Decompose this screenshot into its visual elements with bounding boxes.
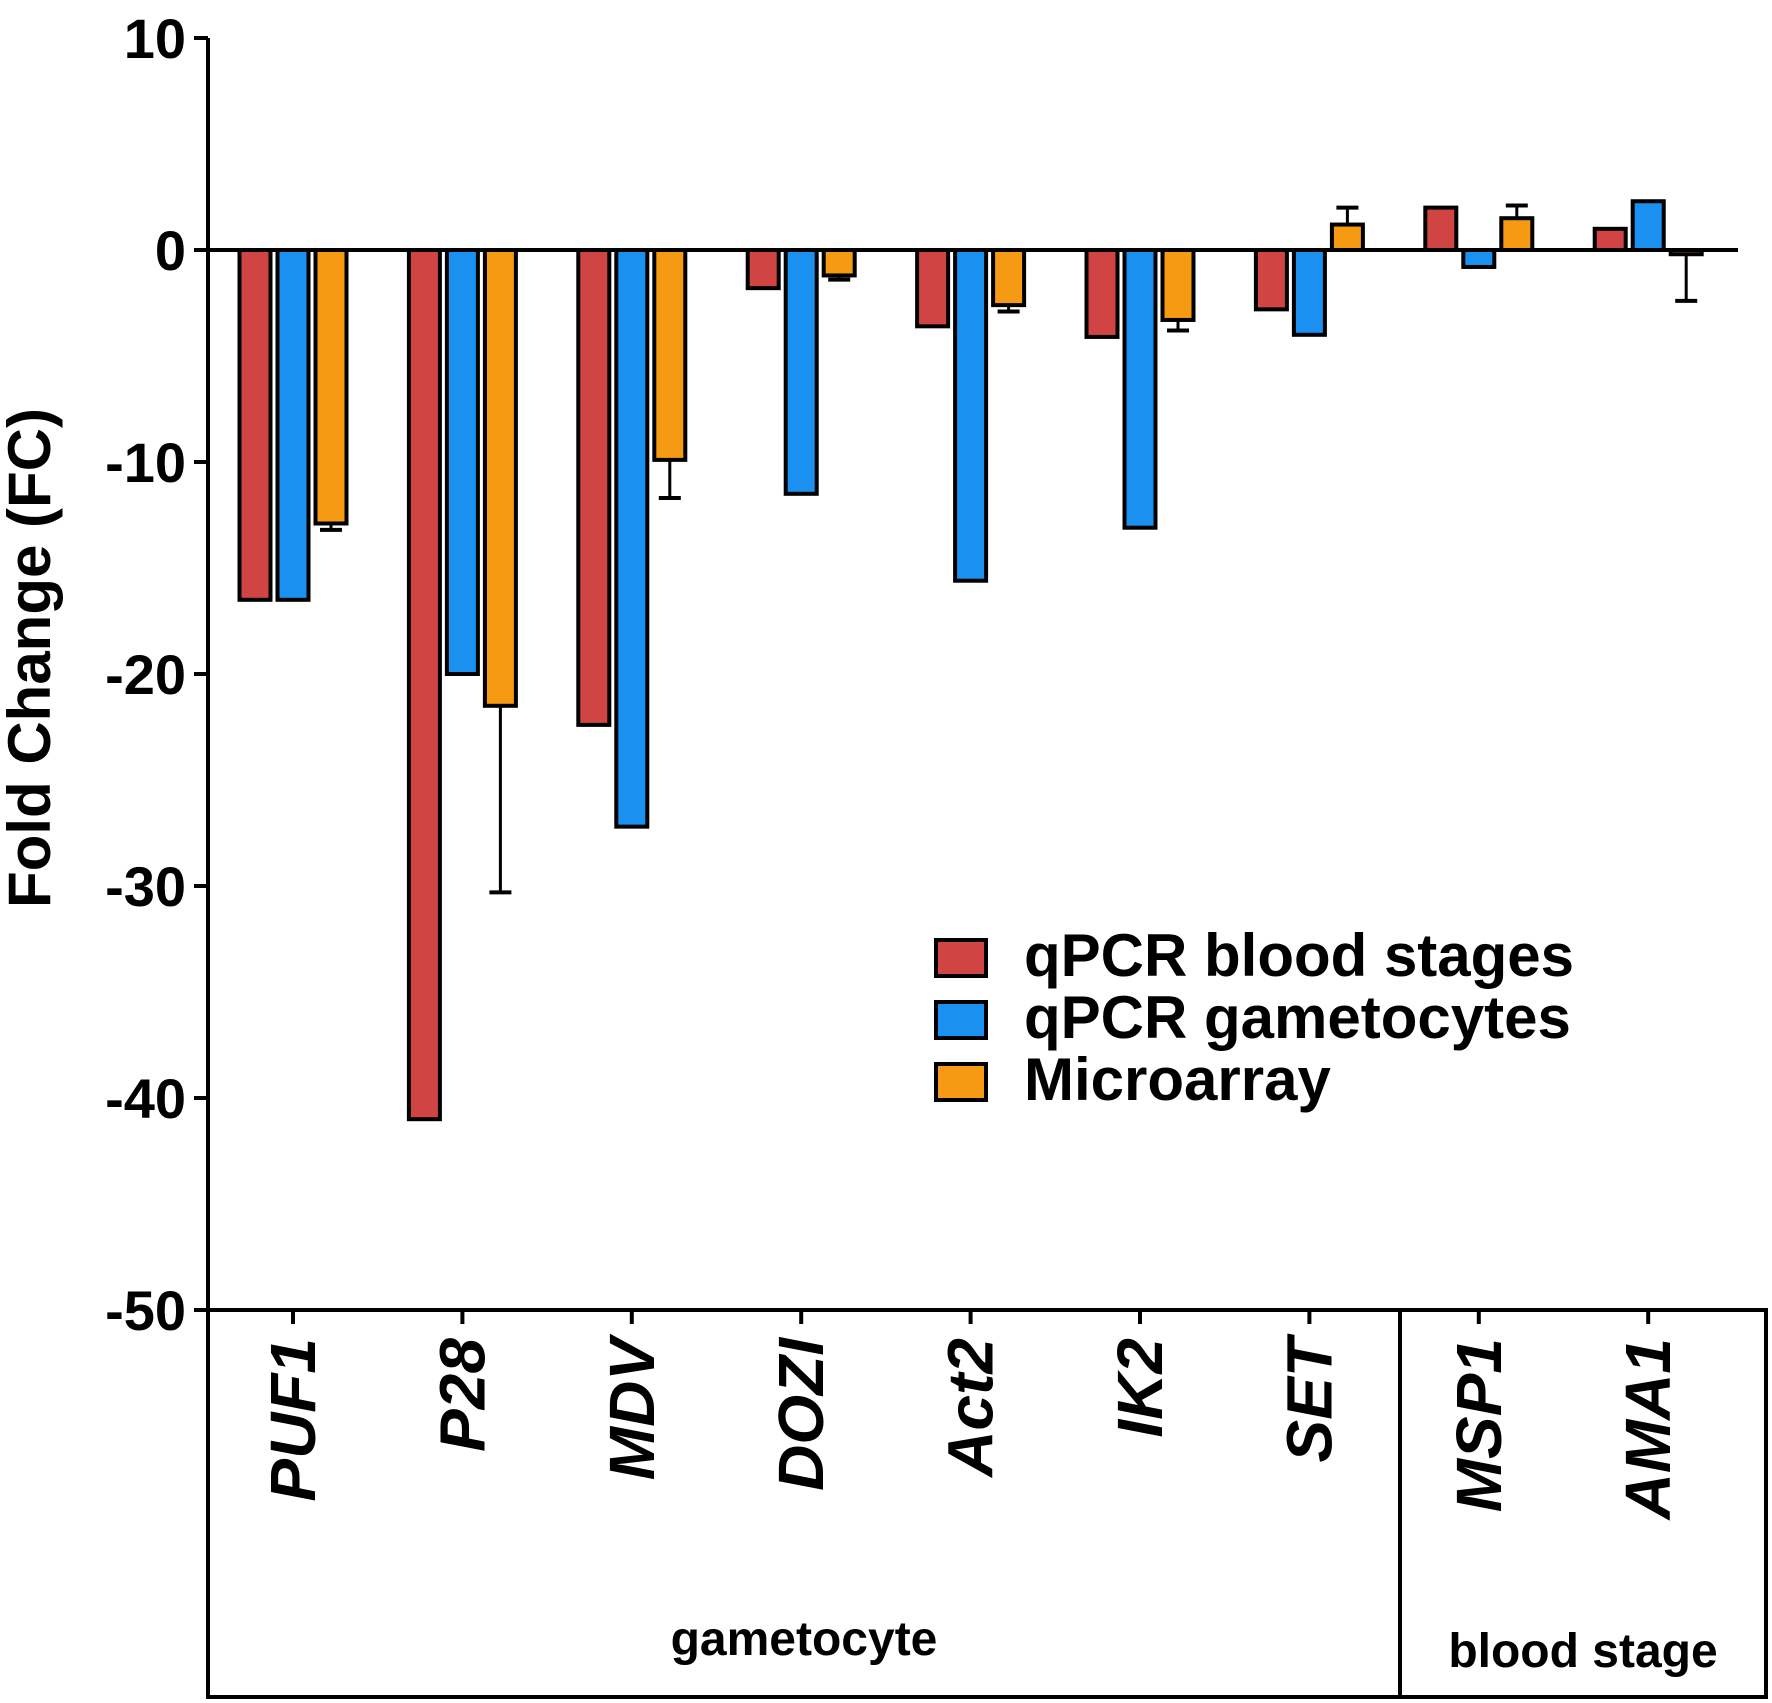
bar-microarray-act2 [991, 248, 1027, 308]
bar-qpcr-blood-stages-dozi [745, 248, 781, 291]
bar-qpcr-blood-stages-ama1 [1592, 226, 1628, 253]
category-groups: PUF1 P28 MDV DOZI Act2 IK2 SET MSP1 AMA1 gametocy… [206, 1308, 1768, 1699]
bar-microarray-set [1329, 222, 1365, 252]
bar-qpcr-blood-stages-mdv [576, 248, 612, 727]
y-tick-label: -50 [105, 1279, 186, 1342]
bar-qpcr-gametocytes-mdv [614, 248, 650, 829]
bar-microarray-puf1 [313, 248, 349, 526]
legend-label-qpcr-gametocytes: qPCR gametocytes [1024, 984, 1571, 1051]
legend-swatch-qpcr-blood-stages [934, 938, 988, 978]
bar-qpcr-gametocytes-act2 [953, 248, 989, 583]
category-box [206, 1308, 1768, 1699]
x-label-p28: P28 [426, 1338, 498, 1452]
y-tick-label: -30 [105, 855, 186, 918]
x-label-msp1: MSP1 [1443, 1338, 1515, 1512]
x-label-ik2: IK2 [1104, 1338, 1176, 1438]
y-axis-label: Fold Change (FC) [0, 408, 63, 908]
x-label-puf1: PUF1 [257, 1338, 329, 1502]
bar-microarray-ik2 [1160, 248, 1196, 322]
plot-area: 10 0 -10 -20 -30 -40 -50 [105, 7, 1738, 1342]
x-label-mdv: MDV [596, 1333, 668, 1481]
y-tick-label: -40 [105, 1067, 186, 1130]
bar-qpcr-blood-stages-act2 [915, 248, 951, 329]
legend-swatch-qpcr-gametocytes [934, 1000, 988, 1040]
bar-qpcr-gametocytes-ik2 [1122, 248, 1158, 530]
bar-qpcr-gametocytes-puf1 [275, 248, 311, 602]
y-tick-label: -20 [105, 643, 186, 706]
bar-qpcr-blood-stages-p28 [406, 248, 442, 1122]
group-label-blood-stage: blood stage [1448, 1625, 1717, 1678]
legend-label-microarray: Microarray [1024, 1046, 1331, 1113]
legend-label-qpcr-blood-stages: qPCR blood stages [1024, 922, 1574, 989]
x-label-set: SET [1273, 1333, 1345, 1462]
bar-microarray-msp1 [1499, 216, 1535, 252]
x-label-act2: Act2 [935, 1338, 1007, 1479]
bar-qpcr-gametocytes-set [1291, 248, 1327, 337]
bar-qpcr-blood-stages-set [1253, 248, 1289, 312]
y-tick-label: 10 [124, 7, 186, 70]
bar-qpcr-blood-stages-ik2 [1084, 248, 1120, 339]
bar-microarray-p28 [482, 248, 518, 708]
bar-qpcr-gametocytes-msp1 [1461, 248, 1497, 269]
bar-microarray-dozi [821, 248, 857, 278]
bar-qpcr-gametocytes-p28 [444, 248, 480, 676]
y-tick-label: -10 [105, 431, 186, 494]
x-label-ama1: AMA1 [1612, 1338, 1684, 1521]
y-tick-label: 0 [155, 219, 186, 282]
legend-swatch-microarray [934, 1062, 988, 1102]
bar-qpcr-gametocytes-dozi [783, 248, 819, 496]
group-label-gametocyte: gametocyte [671, 1613, 938, 1666]
bar-qpcr-blood-stages-msp1 [1423, 205, 1459, 253]
bar-qpcr-gametocytes-ama1 [1630, 199, 1666, 253]
bar-microarray-mdv [652, 248, 688, 462]
bar-qpcr-blood-stages-puf1 [237, 248, 273, 602]
x-label-dozi: DOZI [765, 1337, 837, 1491]
